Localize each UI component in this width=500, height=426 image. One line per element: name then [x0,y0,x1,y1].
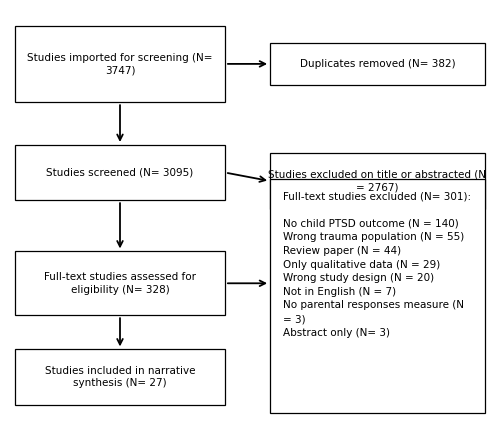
Text: Full-text studies excluded (⁠N= 301):

No child PTSD outcome (⁠N = 140)
Wrong tr: Full-text studies excluded (⁠N= 301): No… [282,192,470,338]
Text: Studies excluded on title or abstracted (⁠N
= 2767): Studies excluded on title or abstracted … [268,170,486,193]
Text: Full-text studies assessed for
eligibility (⁠N= 328): Full-text studies assessed for eligibili… [44,272,196,295]
FancyBboxPatch shape [15,349,225,405]
FancyBboxPatch shape [270,43,485,85]
FancyBboxPatch shape [15,145,225,200]
FancyBboxPatch shape [270,179,485,413]
Text: Duplicates removed (⁠N= 382): Duplicates removed (⁠N= 382) [300,59,456,69]
Text: Studies screened (⁠N= 3095): Studies screened (⁠N= 3095) [46,167,194,178]
FancyBboxPatch shape [270,153,485,209]
Text: Studies included in narrative
synthesis (⁠N= 27): Studies included in narrative synthesis … [45,366,195,389]
FancyBboxPatch shape [15,26,225,102]
Text: Studies imported for screening (⁠N=
3747): Studies imported for screening (⁠N= 3747… [27,52,213,75]
FancyBboxPatch shape [15,251,225,315]
